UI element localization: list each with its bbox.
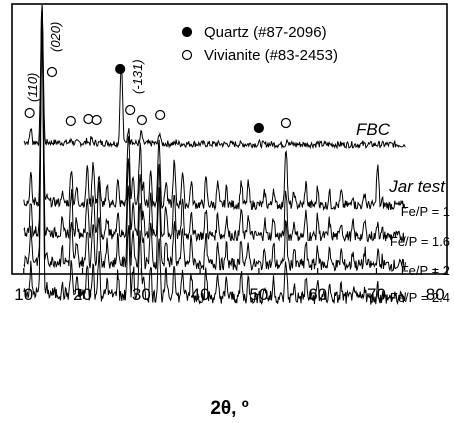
vivianite-marker xyxy=(125,104,136,116)
quartz-marker xyxy=(253,122,264,134)
vivianite-marker xyxy=(46,66,58,78)
peak-label: (020) xyxy=(48,22,63,52)
x-tick-label: 10 xyxy=(14,285,33,304)
vivianite-marker xyxy=(280,117,292,129)
series-traces xyxy=(23,4,406,305)
series-label: Fe/P = 1 xyxy=(401,204,450,219)
section-label: Jar test xyxy=(388,177,446,196)
series-label: Fe/P = 2 xyxy=(401,263,450,278)
vivianite-marker xyxy=(24,107,35,119)
x-tick-label: 80 xyxy=(426,285,445,304)
series-line xyxy=(23,27,406,305)
vivianite-marker xyxy=(91,114,102,126)
plot-area xyxy=(11,3,448,275)
legend-marker xyxy=(181,26,193,38)
series-line xyxy=(23,4,406,212)
series-line xyxy=(23,4,406,150)
phase-markers xyxy=(24,63,292,134)
series-line xyxy=(23,7,406,273)
series-label: Fe/P = 2.4 xyxy=(390,290,450,305)
legend-marker xyxy=(181,49,193,61)
vivianite-marker xyxy=(83,113,94,125)
peak-label: (110) xyxy=(25,73,40,102)
plot-frame xyxy=(11,3,448,275)
series-label: Fe/P = 1.6 xyxy=(390,234,450,249)
series-labels: FBC Fe/P = 1 Fe/P = 1.6 Fe/P = 2 Fe/P = 2.4 J… xyxy=(356,120,450,305)
x-axis-title: 2θ, º xyxy=(210,398,248,419)
legend-entry: Vivianite (#83-2453) xyxy=(204,47,338,64)
peak-label: (-131) xyxy=(130,59,145,94)
legend: Quartz (#87-2096) Vivianite (#83-2453) xyxy=(181,24,338,64)
legend-entry: Quartz (#87-2096) xyxy=(204,24,327,41)
series-line xyxy=(23,10,406,243)
vivianite-marker xyxy=(65,115,76,127)
vivianite-marker xyxy=(155,109,166,121)
vivianite-marker xyxy=(136,114,148,126)
peak-labels: (110) (020) (-131) xyxy=(25,22,145,102)
series-label: FBC xyxy=(356,120,391,139)
quartz-marker xyxy=(115,63,126,75)
